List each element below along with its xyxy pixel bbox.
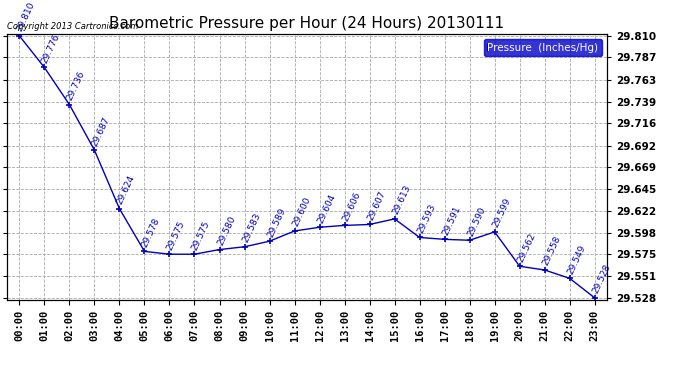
Text: 29.736: 29.736 — [66, 69, 87, 102]
Text: 29.589: 29.589 — [266, 206, 287, 238]
Text: 29.599: 29.599 — [491, 197, 512, 229]
Text: 29.591: 29.591 — [441, 204, 462, 237]
Text: 29.583: 29.583 — [241, 211, 262, 244]
Text: 29.558: 29.558 — [541, 235, 562, 267]
Legend: Pressure  (Inches/Hg): Pressure (Inches/Hg) — [484, 39, 602, 56]
Text: 29.575: 29.575 — [166, 219, 187, 251]
Text: 29.613: 29.613 — [391, 184, 412, 216]
Text: 29.776: 29.776 — [41, 32, 62, 65]
Text: Copyright 2013 Cartronics.com: Copyright 2013 Cartronics.com — [7, 22, 138, 31]
Text: 29.624: 29.624 — [115, 174, 137, 206]
Text: 29.604: 29.604 — [315, 192, 337, 225]
Text: 29.578: 29.578 — [141, 216, 162, 249]
Text: 29.607: 29.607 — [366, 189, 387, 222]
Text: 29.575: 29.575 — [190, 219, 212, 251]
Text: 29.580: 29.580 — [215, 214, 237, 247]
Title: Barometric Pressure per Hour (24 Hours) 20130111: Barometric Pressure per Hour (24 Hours) … — [110, 16, 504, 31]
Text: 29.562: 29.562 — [515, 231, 537, 264]
Text: 29.810: 29.810 — [15, 1, 37, 33]
Text: 29.600: 29.600 — [290, 196, 312, 228]
Text: 29.590: 29.590 — [466, 205, 487, 237]
Text: 29.687: 29.687 — [90, 115, 112, 147]
Text: 29.606: 29.606 — [341, 190, 362, 223]
Text: 29.593: 29.593 — [415, 202, 437, 235]
Text: 29.549: 29.549 — [566, 243, 587, 276]
Text: 29.528: 29.528 — [591, 263, 612, 295]
